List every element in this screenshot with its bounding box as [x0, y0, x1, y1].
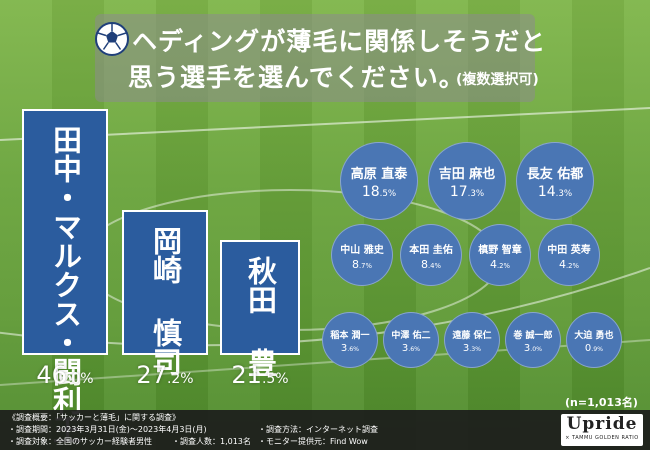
- bubble-name: 大迫 勇也: [574, 331, 614, 341]
- title-box: [95, 14, 535, 102]
- value-integer: 18: [361, 184, 380, 200]
- bubble: 本田 圭佑 8.4%: [400, 224, 462, 286]
- value-integer: 8: [352, 258, 359, 271]
- bubble: 長友 佑都 14.3%: [516, 142, 594, 220]
- value-integer: 27: [136, 361, 167, 389]
- bubble-value: 8.4%: [401, 258, 461, 271]
- value-integer: 3: [523, 343, 531, 354]
- bar-value-label: 27.2%: [122, 361, 208, 389]
- bar-value-label: 21.5%: [220, 361, 300, 389]
- value-decimal: .5%: [261, 371, 289, 387]
- value-integer: 17: [449, 184, 468, 200]
- value-integer: 4: [490, 258, 497, 271]
- footer-overview: 《調査概要：「サッカーと薄毛」に関する調査》: [8, 413, 180, 422]
- value-decimal: .6%: [347, 346, 360, 353]
- bubble-name: 稲本 潤一: [330, 331, 370, 341]
- bubble: 槙野 智章 4.2%: [469, 224, 531, 286]
- logo-sub: × TAMMU GOLDEN RATIO: [565, 435, 639, 441]
- footer-provider: ・モニター提供元：Find Wow: [258, 437, 368, 446]
- bar: 秋田 豊: [220, 240, 300, 377]
- value-integer: 14: [537, 184, 556, 200]
- bubble-value: 3.6%: [323, 343, 377, 354]
- value-decimal: .2%: [566, 262, 579, 270]
- bubble-value: 14.3%: [517, 184, 593, 200]
- bar: 岡崎 慎司: [122, 209, 208, 376]
- bubble: 吉田 麻也 17.3%: [428, 142, 506, 220]
- value-integer: 3: [462, 343, 470, 354]
- footer-count: ・調査人数：1,013名: [172, 437, 251, 446]
- title-line-2: 思う選手を選んでください。: [128, 63, 465, 92]
- sample-size-note: (n=1,013名): [565, 396, 638, 409]
- value-decimal: .0%: [66, 371, 94, 387]
- value-integer: 46: [36, 361, 67, 389]
- footer-target: ・調査対象：全国のサッカー経験者男性: [8, 437, 152, 446]
- bubble-name: 中田 英寿: [547, 245, 591, 256]
- bar: 田中・マルクス・闘利王: [22, 109, 108, 444]
- bubble: 中山 雅史 8.7%: [331, 224, 393, 286]
- bar-label: 田中・マルクス・闘利王: [48, 125, 83, 444]
- logo-main: Upride: [566, 414, 638, 434]
- survey-footer: 《調査概要：「サッカーと薄毛」に関する調査》 ・調査期間：2023年3月31日(…: [0, 410, 650, 450]
- upride-logo: Upride × TAMMU GOLDEN RATIO: [561, 414, 643, 446]
- bubble: 遠藤 保仁 3.3%: [444, 312, 500, 368]
- bubble-name: 槙野 智章: [478, 245, 522, 256]
- bubble: 中田 英寿 4.2%: [538, 224, 600, 286]
- bubble: 巻 誠一郎 3.0%: [505, 312, 561, 368]
- value-decimal: .7%: [359, 262, 372, 270]
- bubble-value: 17.3%: [429, 184, 505, 200]
- bubble: 稲本 潤一 3.6%: [322, 312, 378, 368]
- bubble-value: 4.2%: [539, 258, 599, 271]
- value-decimal: .3%: [555, 189, 573, 199]
- value-integer: 8: [421, 258, 428, 271]
- bubble-name: 吉田 麻也: [438, 167, 496, 182]
- value-integer: 3: [340, 343, 348, 354]
- bubble-value: 3.0%: [506, 343, 560, 354]
- bubble-name: 高原 直泰: [350, 167, 408, 182]
- bubble-value: 8.7%: [332, 258, 392, 271]
- bubble-name: 巻 誠一郎: [513, 331, 553, 341]
- value-decimal: .5%: [379, 189, 397, 199]
- value-integer: 4: [559, 258, 566, 271]
- bubble-value: 3.6%: [384, 343, 438, 354]
- bar-label: 岡崎 慎司: [148, 225, 183, 376]
- value-decimal: .4%: [428, 262, 441, 270]
- value-decimal: .9%: [591, 346, 604, 353]
- value-integer: 0: [584, 343, 592, 354]
- bubble-name: 中澤 佑二: [391, 331, 431, 341]
- value-decimal: .3%: [469, 346, 482, 353]
- bar-label: 秋田 豊: [243, 256, 278, 378]
- bubble: 高原 直泰 18.5%: [340, 142, 418, 220]
- footer-method: ・調査方法：インターネット調査: [258, 425, 378, 434]
- bubble-name: 中山 雅史: [340, 245, 384, 256]
- bubble-name: 長友 佑都: [526, 167, 584, 182]
- value-decimal: .6%: [408, 346, 421, 353]
- title-line-1: ヘディングが薄毛に関係しそうだと: [132, 27, 547, 56]
- bubble-value: 18.5%: [341, 184, 417, 200]
- bubble-value: 3.3%: [445, 343, 499, 354]
- bubble-name: 遠藤 保仁: [452, 331, 492, 341]
- bubble-value: 4.2%: [470, 258, 530, 271]
- value-decimal: .2%: [497, 262, 510, 270]
- bubble: 大迫 勇也 0.9%: [566, 312, 622, 368]
- footer-period: ・調査期間：2023年3月31日(金)～2023年4月3日(月): [8, 425, 207, 434]
- bar-value-label: 46.0%: [22, 361, 108, 389]
- soccer-ball-icon: [95, 22, 129, 56]
- value-integer: 21: [231, 361, 262, 389]
- value-decimal: .0%: [530, 346, 543, 353]
- value-decimal: .3%: [467, 189, 485, 199]
- bubble: 中澤 佑二 3.6%: [383, 312, 439, 368]
- value-decimal: .2%: [166, 371, 194, 387]
- title-note: (複数選択可): [456, 72, 539, 88]
- value-integer: 3: [401, 343, 409, 354]
- bubble-value: 0.9%: [567, 343, 621, 354]
- bubble-name: 本田 圭佑: [409, 245, 453, 256]
